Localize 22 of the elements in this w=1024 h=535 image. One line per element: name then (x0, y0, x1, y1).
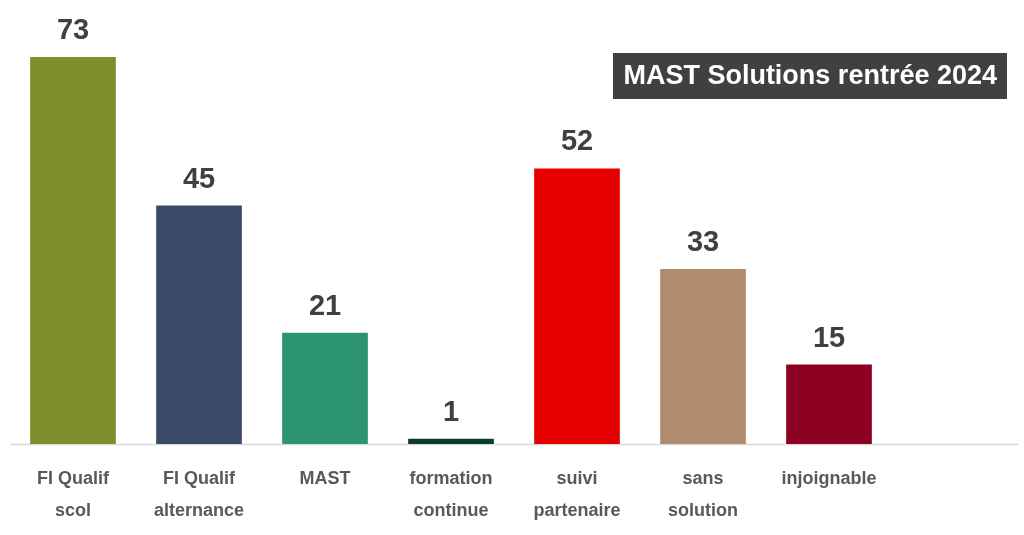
data-label: 15 (812, 320, 846, 353)
chart-title: MAST Solutions rentrée 2024 (613, 53, 1007, 99)
x-tick-label: formation continue (409, 467, 493, 520)
data-label: 52 (560, 124, 594, 157)
x-tick-label: sans solution (668, 467, 738, 520)
data-label: 21 (308, 288, 342, 321)
data-label: 73 (56, 13, 90, 46)
bar (408, 438, 494, 444)
bar (786, 364, 872, 444)
x-tick-label: injoignable (781, 467, 877, 488)
x-tick-label: FI Qualif scol (37, 467, 111, 520)
x-tick-label: suivi partenaire (533, 467, 621, 520)
bar (156, 205, 242, 444)
bar (282, 332, 368, 444)
data-label: 45 (182, 161, 216, 194)
bar (534, 168, 620, 444)
x-tick-label: MAST (299, 467, 351, 488)
x-tick-label: FI Qualif alternance (153, 467, 245, 520)
data-label: 33 (686, 225, 720, 258)
bar (30, 57, 116, 444)
data-label: 1 (442, 394, 460, 427)
bar (660, 269, 746, 444)
